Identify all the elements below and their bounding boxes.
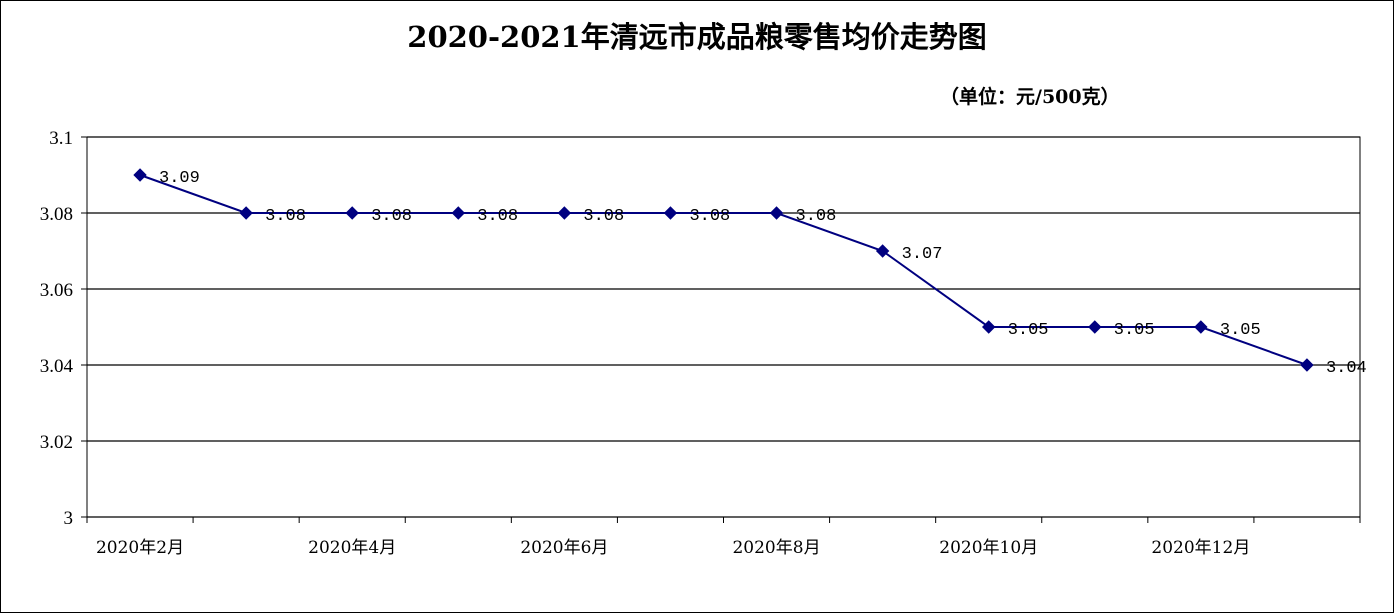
series-line [139,174,1308,366]
price-series [133,168,1314,372]
y-tick-labels: 3.1 3.08 3.06 3.04 3.02 3 [40,128,74,529]
data-point-marker [1300,358,1314,372]
data-point-marker [663,206,678,220]
data-label: 3.05 [1008,321,1049,340]
data-point-marker [1088,320,1102,334]
data-point-marker [982,320,996,334]
data-label: 3.08 [689,207,730,226]
x-tick-label: 2020年6月 [520,538,608,558]
x-tick-label: 2020年4月 [308,538,396,558]
y-tick-label: 3.06 [40,280,73,301]
x-tick-label: 2020年10月 [939,538,1038,558]
data-label: 3.05 [1114,321,1155,340]
data-label: 3.05 [1220,321,1261,340]
y-tick-label: 3.04 [40,356,74,377]
data-label: 3.08 [477,207,518,226]
y-tick-label: 3.08 [40,204,73,225]
chart-title: 2020-2021年清远市成品粮零售均价走势图 [407,20,987,54]
data-label: 3.04 [1326,359,1367,378]
data-point-marker [133,168,147,182]
data-point-marker [345,206,359,220]
unit-note: （单位：元/500克） [940,86,1120,108]
data-label: 3.08 [796,207,837,226]
x-tick-label: 2020年8月 [732,538,820,558]
data-label: 3.08 [265,207,306,226]
data-point-marker [875,244,890,258]
x-ticks [86,517,1361,523]
data-point-marker [1194,320,1208,334]
data-label: 3.07 [902,245,943,264]
x-tick-label: 2020年2月 [96,538,184,558]
data-point-marker [769,206,784,220]
x-tick-label: 2020年12月 [1151,538,1250,558]
data-label: 3.08 [371,207,412,226]
data-label: 3.08 [583,207,624,226]
data-point-marker [557,206,572,220]
data-label: 3.09 [159,169,200,188]
y-tick-label: 3.1 [49,128,73,149]
data-point-marker [239,206,253,220]
data-labels: 3.09 3.08 3.08 3.08 3.08 3.08 3.08 3.07 3.05 3.05… [159,169,1367,378]
y-tick-label: 3.02 [40,432,73,453]
y-tick-label: 3 [64,508,74,529]
x-tick-labels: 2020年2月 2020年4月 2020年6月 2020年8月 2020年10月 2020… [96,538,1250,558]
data-point-marker [451,206,465,220]
